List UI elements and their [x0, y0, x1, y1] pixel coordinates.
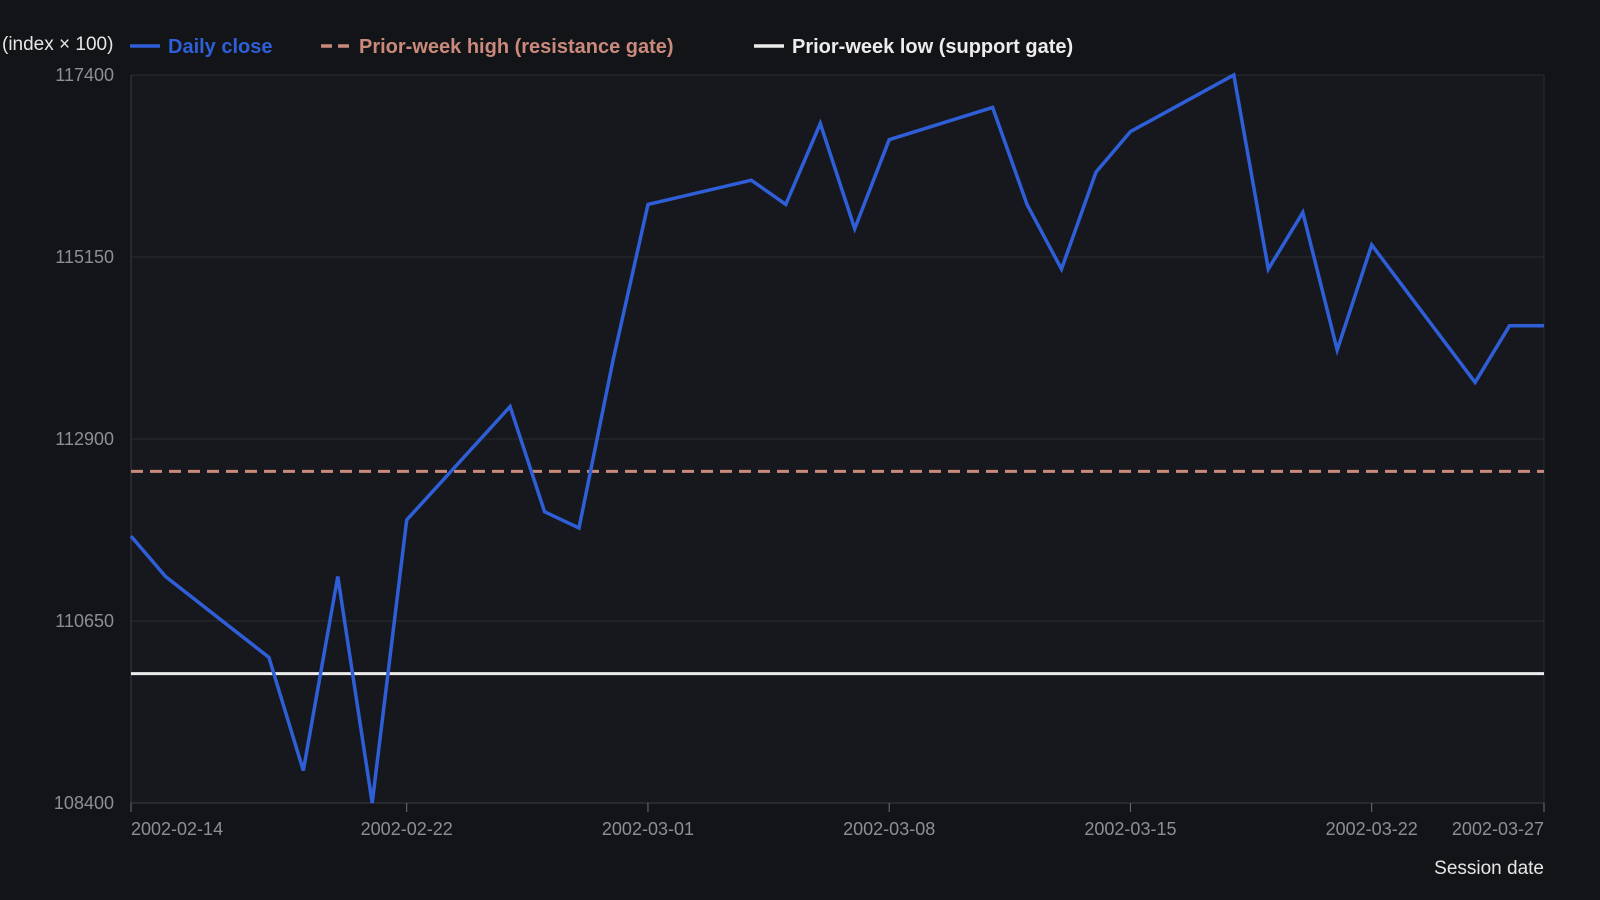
y-tick-label: 115150 [55, 247, 114, 267]
y-axis-ticks: 108400 110650 112900 115150 117400 [54, 65, 114, 813]
x-tick-label: 2002-03-27 [1452, 819, 1544, 839]
y-tick-label: 110650 [55, 611, 114, 631]
x-axis-ticks: 2002-02-14 2002-02-22 2002-03-01 2002-03-08… [130, 803, 1545, 839]
y-tick-label: 117400 [55, 65, 114, 85]
x-axis-title: Session date [1434, 858, 1544, 879]
y-tick-label: 112900 [55, 429, 114, 449]
legend: Daily close Prior-week high (resistance g… [130, 36, 1073, 58]
y-tick-label: 108400 [54, 793, 114, 813]
daily-close-line [129, 72, 1544, 804]
legend-label: Daily close [168, 36, 273, 58]
axes [130, 75, 1544, 804]
legend-label: Prior-week low (support gate) [792, 36, 1073, 58]
x-tick-label: 2002-03-01 [602, 819, 694, 839]
x-tick-label: 2002-03-15 [1084, 819, 1176, 839]
x-tick-label: 2002-02-22 [361, 819, 453, 839]
y-axis-title: (index × 100) [2, 34, 113, 55]
series-group [129, 72, 1544, 804]
x-tick-label: 2002-03-22 [1326, 819, 1418, 839]
legend-label: Prior-week high (resistance gate) [359, 36, 674, 58]
x-tick-label: 2002-03-08 [843, 819, 935, 839]
x-tick-label: 2002-02-14 [131, 819, 223, 839]
